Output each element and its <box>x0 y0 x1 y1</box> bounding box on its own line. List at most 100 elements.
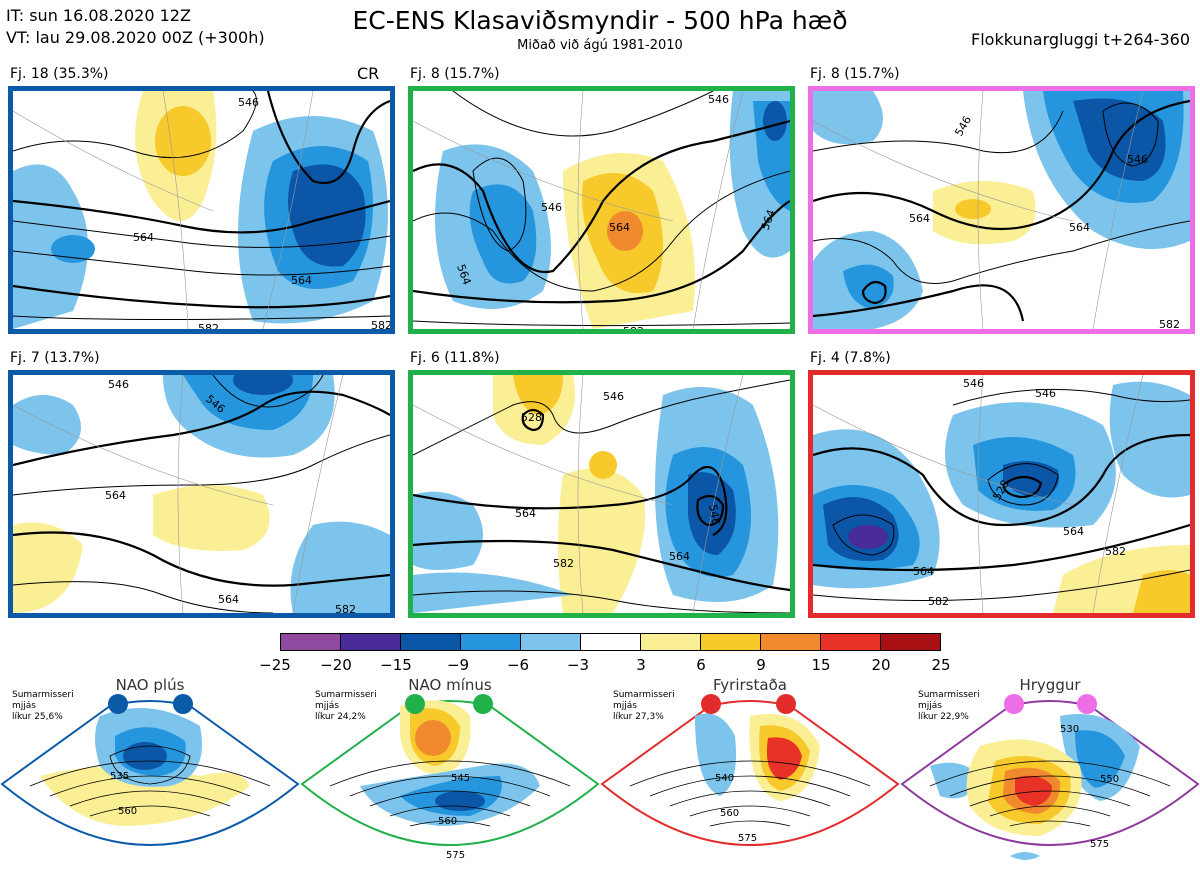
panel-2-contour-label: 564 <box>609 221 630 234</box>
panel-1-contour-label: 582 <box>198 322 219 329</box>
colorbar-tick-label: −15 <box>380 656 412 674</box>
colorbar-tick-label: 25 <box>931 656 951 674</box>
regime-description: Sumarmisseri mjjás líkur 24,2% <box>315 690 377 722</box>
panel-2-contour-label: 546 <box>708 93 729 106</box>
panel-1-contour-label: 582 <box>371 319 390 329</box>
regime-2-contour-label: 545 <box>451 773 470 784</box>
regime-nao-plus[interactable]: 535 560 NAO plús Sumarmisseri mjjás líkur … <box>0 676 300 871</box>
regime-2-contour-label: 575 <box>446 850 465 861</box>
regime-nao-minus[interactable]: 545 560 575 NAO mínus Sumarmisseri mjjás l… <box>300 676 600 871</box>
panel-4-contour-label: 564 <box>218 593 239 606</box>
colorbar-tick-label: −20 <box>320 656 352 674</box>
panel-5-contour-label: 546 <box>603 390 624 403</box>
regime-2-contour-label: 560 <box>438 816 457 827</box>
regime-4-contour-label: 550 <box>1100 774 1119 785</box>
initial-time: IT: sun 16.08.2020 12Z <box>6 6 191 25</box>
regime-map-nao-plus: 535 560 <box>0 694 300 846</box>
panel-2-contour-label: 582 <box>623 325 644 329</box>
colorbar-swatch <box>640 633 701 651</box>
panel-4-label: Fj. 7 (13.7%) <box>10 350 100 366</box>
regime-ridge[interactable]: 530 550 575 Hryggur Sumarmisseri mjjás lík… <box>900 676 1200 871</box>
page-subtitle: Miðað við ágú 1981-2010 <box>517 38 683 53</box>
panel-5-contour-label: 546 <box>706 503 722 526</box>
regime-1-contour-label: 535 <box>110 771 129 782</box>
panel-4-contour-label: 564 <box>105 489 126 502</box>
colorbar-tick-label: −9 <box>446 656 470 674</box>
panel-6-contour-label: 546 <box>1035 387 1056 400</box>
regime-map-blocking: 540 560 575 <box>600 694 900 846</box>
cluster-map-panel-6[interactable]: 546 546 528 564 564 582 582 <box>808 370 1195 618</box>
regime-title: Hryggur <box>1019 676 1081 694</box>
colorbar-swatch <box>400 633 461 651</box>
panel-6-contour-label: 582 <box>1105 545 1126 558</box>
regime-4-contour-label: 575 <box>1090 839 1109 850</box>
panel-6-contour-label: 564 <box>1063 525 1084 538</box>
colorbar-swatch <box>520 633 581 651</box>
panel-4-contour-label: 582 <box>335 603 356 613</box>
regime-3-contour-label: 575 <box>738 833 757 844</box>
colorbar-swatch <box>880 633 941 651</box>
panel-5-contour-label: 528 <box>521 411 542 424</box>
colorbar-swatch <box>460 633 521 651</box>
regime-3-contour-label: 560 <box>720 808 739 819</box>
colorbar-swatch <box>340 633 401 651</box>
panel-3-contour-label: 564 <box>909 212 930 225</box>
panel-1-label: Fj. 18 (35.3%) <box>10 66 109 82</box>
cluster-map-panel-5[interactable]: 528 546 546 564 564 582 <box>408 370 795 618</box>
cluster-map-3: 546 546 564 564 582 <box>813 91 1190 329</box>
colorbar-swatch <box>700 633 761 651</box>
classification-window: Flokkunargluggi t+264-360 <box>971 30 1190 49</box>
panel-1-contour-label: 546 <box>238 96 259 109</box>
panel-1-contour-label: 564 <box>133 231 154 244</box>
panel-4-contour-label: 546 <box>108 378 129 391</box>
panel-1-tag: CR <box>357 64 380 83</box>
panel-5-label: Fj. 6 (11.8%) <box>410 350 500 366</box>
regime-map-ridge: 530 550 575 <box>900 694 1200 860</box>
panel-2-label: Fj. 8 (15.7%) <box>410 66 500 82</box>
colorbar-tick-label: 3 <box>636 656 646 674</box>
colorbar-tick-label: −6 <box>506 656 530 674</box>
regime-description: Sumarmisseri mjjás líkur 25,6% <box>12 690 74 722</box>
cluster-map-panel-4[interactable]: 546 546 564 564 582 <box>8 370 395 618</box>
regime-map-nao-minus: 545 560 575 <box>300 694 600 861</box>
cluster-map-4: 546 546 564 564 582 <box>13 375 390 613</box>
panel-6-label: Fj. 4 (7.8%) <box>810 350 891 366</box>
panel-5-contour-label: 582 <box>553 557 574 570</box>
valid-time: VT: lau 29.08.2020 00Z (+300h) <box>6 28 265 47</box>
panel-3-label: Fj. 8 (15.7%) <box>810 66 900 82</box>
panel-6-contour-label: 582 <box>928 595 949 608</box>
colorbar-swatch <box>580 633 641 651</box>
panel-3-contour-label: 564 <box>1069 221 1090 234</box>
panel-5-contour-label: 564 <box>669 550 690 563</box>
colorbar-swatch <box>820 633 881 651</box>
regime-blocking[interactable]: 540 560 575 Fyrirstaða Sumarmisseri mjjás… <box>600 676 900 871</box>
panel-3-contour-label: 582 <box>1159 318 1180 329</box>
cluster-map-panel-2[interactable]: 546 546 564 564 564 582 <box>408 86 795 334</box>
cluster-map-panel-1[interactable]: 546 564 564 582 582 <box>8 86 395 334</box>
regime-title: Fyrirstaða <box>713 676 787 694</box>
regime-description: Sumarmisseri mjjás líkur 22,9% <box>918 690 980 722</box>
regime-title: NAO mínus <box>408 676 492 694</box>
panel-2-contour-label: 546 <box>541 201 562 214</box>
panel-5-contour-label: 564 <box>515 507 536 520</box>
panel-6-contour-label: 546 <box>963 377 984 390</box>
colorbar-tick-label: 9 <box>756 656 766 674</box>
panel-3-contour-label: 546 <box>1127 153 1148 166</box>
cluster-map-6: 546 546 528 564 564 582 582 <box>813 375 1190 613</box>
regime-3-contour-label: 540 <box>715 773 734 784</box>
colorbar-tick-label: −25 <box>259 656 291 674</box>
colorbar-tick-label: 6 <box>696 656 706 674</box>
regime-title: NAO plús <box>115 676 185 694</box>
panel-6-contour-label: 564 <box>913 565 934 578</box>
cluster-map-5: 528 546 546 564 564 582 <box>413 375 790 613</box>
page-title: EC-ENS Klasaviðsmyndir - 500 hPa hæð <box>352 6 848 35</box>
regime-1-contour-label: 560 <box>118 806 137 817</box>
regime-4-contour-label: 530 <box>1060 724 1079 735</box>
panel-3-contour-label: 546 <box>952 114 974 139</box>
cluster-map-panel-3[interactable]: 546 546 564 564 582 <box>808 86 1195 334</box>
colorbar-tick-label: −3 <box>566 656 590 674</box>
colorbar-tick-label: 15 <box>811 656 831 674</box>
cluster-map-2: 546 546 564 564 564 582 <box>413 91 790 329</box>
panel-1-contour-label: 564 <box>291 274 312 287</box>
colorbar-swatch <box>280 633 341 651</box>
